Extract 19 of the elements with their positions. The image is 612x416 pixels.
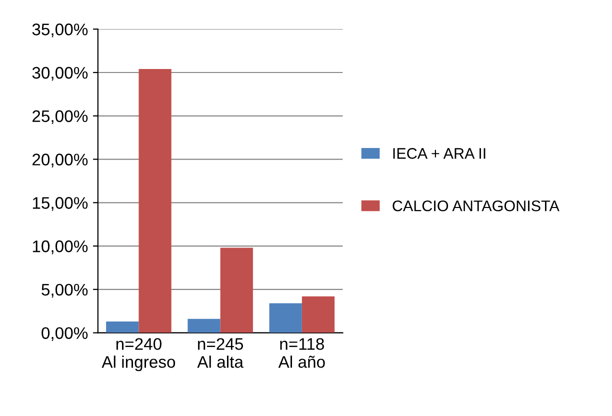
bar xyxy=(269,303,302,333)
y-tick-label: 5,00% xyxy=(42,284,88,298)
x-tick-label: n=118 Al año xyxy=(278,338,325,368)
bar xyxy=(302,296,335,333)
y-tick-label: 10,00% xyxy=(32,240,88,254)
bar xyxy=(220,248,253,333)
y-tick-label: 25,00% xyxy=(32,110,88,124)
legend-label: IECA + ARA II xyxy=(393,148,486,159)
bar xyxy=(106,322,139,333)
y-tick-label: 20,00% xyxy=(32,154,88,168)
bar xyxy=(188,318,220,333)
x-tick-label: n=245 Al alta xyxy=(197,338,244,368)
y-tick-label: 30,00% xyxy=(32,66,88,81)
x-tick-label: n=240 Al ingreso xyxy=(102,338,176,372)
bar xyxy=(138,69,172,333)
y-tick-label: 15,00% xyxy=(32,197,88,211)
y-tick-label: 35,00% xyxy=(32,24,88,38)
legend-label: CALCIO ANTAGONISTA xyxy=(392,200,560,212)
y-tick-label: 0,00% xyxy=(42,327,88,341)
